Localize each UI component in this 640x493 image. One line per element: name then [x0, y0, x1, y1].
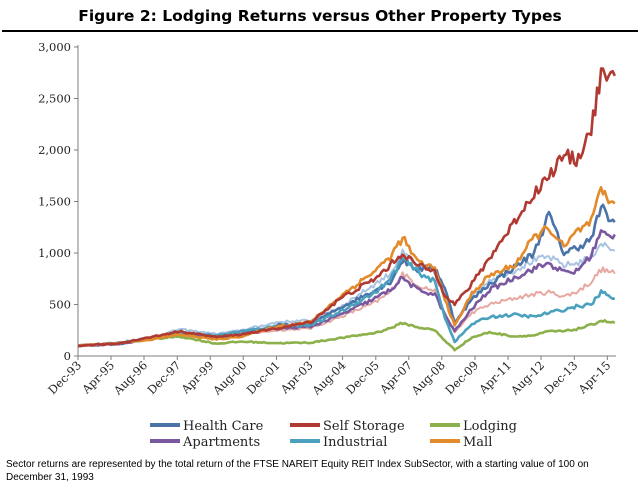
x-tick-label: Aug-04 — [309, 358, 349, 398]
legend-label-mall: Mall — [463, 435, 492, 450]
y-tick-label: 0 — [64, 349, 71, 363]
x-tick-label: Dec-13 — [542, 358, 581, 397]
x-tick-label: Dec-01 — [244, 358, 283, 397]
series-line-mall — [77, 186, 616, 348]
x-tick-label: Apr-11 — [476, 358, 515, 397]
x-tick-label: Apr-99 — [178, 358, 217, 397]
x-tick-label: Aug-12 — [507, 358, 547, 398]
y-tick-label: 1,000 — [38, 246, 71, 260]
x-tick-label: Aug-96 — [110, 358, 150, 398]
legend-label-industrial: Industrial — [323, 435, 387, 450]
x-tick-label: Dec-97 — [144, 358, 183, 397]
legend: Health Care Self Storage Lodging Apartments… — [150, 419, 517, 450]
series-line-self-storage — [78, 67, 616, 348]
legend-label-health-care: Health Care — [183, 419, 264, 434]
x-tick-label: Apr-15 — [575, 358, 614, 397]
x-tick-label: Aug-08 — [408, 358, 448, 398]
y-tick-label: 2,500 — [38, 92, 71, 106]
x-tick-label: Apr-07 — [376, 358, 415, 397]
x-tick-label: Dec-09 — [442, 358, 481, 397]
series-line-health-care — [77, 203, 616, 348]
series-line-industrial — [77, 257, 616, 348]
y-axis: 0 500 1,000 1,500 2,000 2,500 3,000 — [38, 40, 79, 363]
figure-title: Figure 2: Lodging Returns versus Other P… — [78, 7, 562, 25]
legend-label-lodging: Lodging — [463, 419, 517, 434]
x-tick-label: Apr-95 — [78, 358, 117, 397]
figure-title-bar: Figure 2: Lodging Returns versus Other P… — [2, 2, 638, 32]
x-tick-label: Dec-05 — [343, 358, 382, 397]
series-line-lodging — [77, 319, 616, 352]
x-axis: Dec-93Apr-95Aug-96Dec-97Apr-99Aug-00Dec-… — [45, 355, 616, 398]
y-tick-label: 1,500 — [38, 195, 71, 209]
footnote: Sector returns are represented by the to… — [6, 459, 589, 483]
y-tick-label: 500 — [49, 298, 71, 312]
y-tick-label: 3,000 — [38, 40, 71, 54]
y-tick-label: 2,000 — [38, 143, 71, 157]
x-tick-label: Dec-93 — [45, 358, 84, 397]
legend-label-self-storage: Self Storage — [323, 419, 405, 434]
x-tick-label: Apr-03 — [277, 358, 316, 397]
x-tick-label: Aug-00 — [209, 358, 249, 398]
series-layer — [77, 67, 616, 352]
legend-label-apartments: Apartments — [182, 435, 260, 450]
